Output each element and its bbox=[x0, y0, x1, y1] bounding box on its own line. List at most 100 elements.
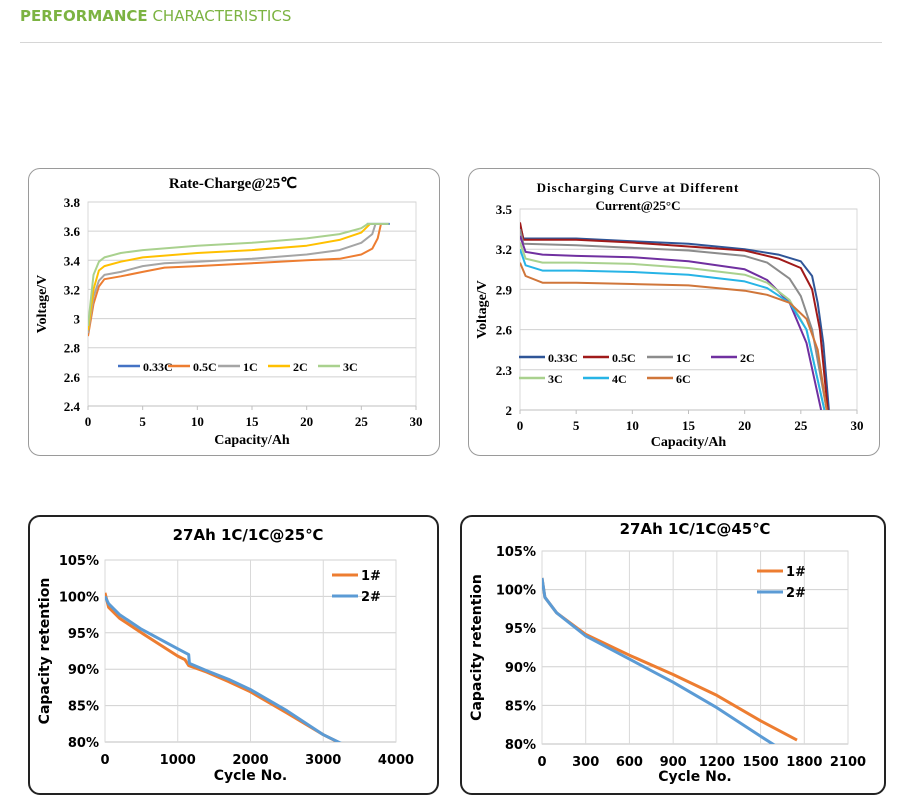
legend-label: 3C bbox=[343, 360, 358, 374]
x-tick-label: 30 bbox=[410, 414, 423, 429]
x-tick-label: 0 bbox=[100, 753, 109, 768]
series-line-2# bbox=[105, 595, 342, 742]
chart-4: 80% 85% 90% 95% 100% 105% 0 300 600 900 1200 1500 18… bbox=[469, 520, 866, 785]
legend-label: 0.5C bbox=[612, 351, 636, 365]
chart-3: 80% 85% 90% 95% 100% 105% 0 1000 2000 3000 4000 1# 2… bbox=[37, 526, 414, 784]
y-tick-label: 3.8 bbox=[64, 195, 81, 210]
y-tick-label: 2 bbox=[506, 403, 513, 418]
y-axis-label: Capacity retention bbox=[37, 578, 53, 725]
x-tick-label: 0 bbox=[85, 414, 92, 429]
legend-label: 0.33C bbox=[548, 351, 578, 365]
series-line-1C bbox=[520, 228, 828, 410]
x-tick-label: 1500 bbox=[742, 755, 778, 770]
plot-area bbox=[87, 201, 417, 407]
x-tick-label: 25 bbox=[355, 414, 369, 429]
y-axis-label: Voltage/V bbox=[475, 280, 490, 339]
x-tick-label: 5 bbox=[139, 414, 146, 429]
y-tick-label: 80% bbox=[68, 736, 99, 751]
x-axis-label: Capacity/Ah bbox=[214, 433, 290, 448]
y-tick-label: 2.3 bbox=[496, 363, 513, 378]
legend-label: 1# bbox=[361, 569, 381, 584]
series-line-1# bbox=[105, 592, 339, 742]
series-line-3C bbox=[88, 222, 389, 327]
x-tick-label: 2100 bbox=[830, 755, 866, 770]
y-tick-label: 3.5 bbox=[496, 202, 513, 217]
series-line-0.5C bbox=[520, 222, 829, 410]
x-axis-label: Capacity/Ah bbox=[651, 435, 727, 450]
section-header: PERFORMANCE CHARACTERISTICS bbox=[20, 7, 291, 25]
series-line-4C bbox=[520, 248, 826, 410]
y-tick-label: 90% bbox=[505, 661, 536, 676]
series-line-2C bbox=[88, 223, 371, 331]
legend-label: 0.5C bbox=[193, 360, 217, 374]
y-tick-label: 100% bbox=[59, 590, 99, 605]
chart-panel-rate-charge bbox=[28, 168, 440, 456]
x-tick-label: 1800 bbox=[786, 755, 822, 770]
chart-title: 27Ah 1C/1C@45℃ bbox=[620, 520, 771, 538]
y-axis-label: Voltage/V bbox=[35, 275, 50, 334]
chart-panel-cycle-25 bbox=[28, 515, 439, 795]
y-tick-label: 95% bbox=[68, 627, 99, 642]
y-tick-label: 3.4 bbox=[64, 253, 81, 268]
x-tick-label: 1000 bbox=[160, 753, 196, 768]
x-tick-label: 900 bbox=[660, 755, 687, 770]
chart-2: 2 2.3 2.6 2.9 3.2 3.5 0 5 10 15 20 25 30 0.33C 0.5C 1C 2… bbox=[475, 180, 864, 450]
y-tick-label: 3.2 bbox=[496, 242, 512, 257]
y-tick-label: 85% bbox=[68, 700, 99, 715]
x-tick-label: 25 bbox=[794, 418, 808, 433]
legend-label: 1C bbox=[676, 351, 691, 365]
series-line-2# bbox=[542, 577, 776, 744]
series-line-2C bbox=[520, 235, 823, 410]
x-axis-label: Cycle No. bbox=[658, 769, 732, 785]
chart-panel-discharge bbox=[468, 168, 880, 456]
y-tick-label: 3.2 bbox=[64, 282, 80, 297]
y-tick-label: 105% bbox=[496, 545, 536, 560]
x-axis-label: Cycle No. bbox=[214, 768, 288, 784]
legend-label: 2C bbox=[740, 351, 755, 365]
legend-label: 4C bbox=[612, 372, 627, 386]
chart-title: 27Ah 1C/1C@25℃ bbox=[173, 526, 324, 544]
legend-label: 3C bbox=[548, 372, 563, 386]
x-tick-label: 15 bbox=[246, 414, 260, 429]
y-tick-label: 2.6 bbox=[496, 323, 513, 338]
x-tick-label: 10 bbox=[191, 414, 204, 429]
x-tick-label: 4000 bbox=[378, 753, 414, 768]
x-tick-label: 20 bbox=[300, 414, 313, 429]
x-tick-label: 600 bbox=[616, 755, 643, 770]
chart-1: 2.4 2.6 2.8 3 3.2 3.4 3.6 3.8 0 5 10 15 20 25 30 0.33C 0… bbox=[35, 176, 423, 448]
y-tick-label: 3 bbox=[74, 312, 81, 327]
legend-label: 2# bbox=[786, 586, 806, 601]
y-tick-label: 85% bbox=[505, 699, 536, 714]
y-tick-label: 80% bbox=[505, 738, 536, 753]
y-tick-label: 3.6 bbox=[64, 224, 81, 239]
y-tick-label: 90% bbox=[68, 663, 99, 678]
legend-label: 2# bbox=[361, 590, 381, 605]
y-tick-label: 2.9 bbox=[496, 282, 513, 297]
y-axis-label: Capacity retention bbox=[469, 574, 485, 721]
x-tick-label: 3000 bbox=[305, 753, 341, 768]
y-tick-label: 2.6 bbox=[64, 370, 81, 385]
legend-label: 1# bbox=[786, 565, 806, 580]
header-divider bbox=[20, 42, 882, 43]
legend-label: 1C bbox=[243, 360, 258, 374]
x-tick-label: 0 bbox=[517, 418, 524, 433]
header-rest: CHARACTERISTICS bbox=[147, 7, 292, 25]
chart-title: Discharging Curve at Different bbox=[537, 180, 740, 195]
y-tick-label: 95% bbox=[505, 622, 536, 637]
series-line-3C bbox=[520, 242, 826, 410]
x-tick-label: 5 bbox=[573, 418, 580, 433]
y-tick-label: 2.4 bbox=[64, 399, 81, 414]
x-tick-label: 2000 bbox=[232, 753, 268, 768]
x-tick-label: 20 bbox=[738, 418, 751, 433]
legend-label: 0.33C bbox=[143, 360, 173, 374]
chart-title: Rate-Charge@25℃ bbox=[169, 176, 297, 192]
series-line-1C bbox=[88, 223, 377, 334]
y-tick-label: 2.8 bbox=[64, 341, 81, 356]
chart-title-line2: Current@25°C bbox=[596, 198, 681, 213]
x-tick-label: 30 bbox=[851, 418, 864, 433]
legend-label: 2C bbox=[293, 360, 308, 374]
series-line-6C bbox=[520, 262, 828, 410]
y-tick-label: 100% bbox=[496, 584, 536, 599]
x-tick-label: 10 bbox=[626, 418, 639, 433]
